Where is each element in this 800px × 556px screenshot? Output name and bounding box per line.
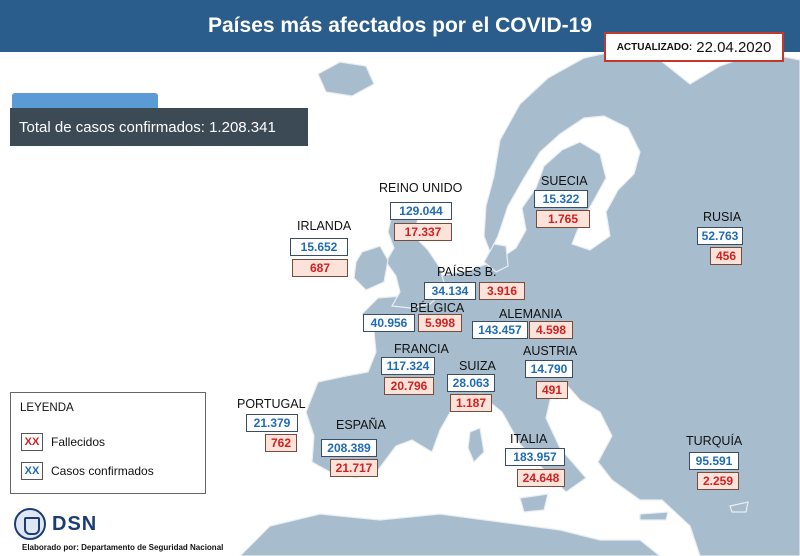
deaths-paises-b: 3.916 bbox=[479, 282, 525, 300]
legend-title: LEYENDA bbox=[20, 402, 74, 414]
page-title: Países más afectados por el COVID-19 bbox=[0, 0, 800, 52]
country-name-belgica: BÉLGICA bbox=[410, 301, 465, 315]
country-name-francia: FRANCIA bbox=[394, 342, 449, 356]
country-name-suiza: SUIZA bbox=[459, 359, 496, 373]
confirmed-belgica: 40.956 bbox=[363, 314, 415, 332]
deaths-espana: 21.717 bbox=[330, 459, 378, 477]
deaths-austria: 491 bbox=[536, 381, 568, 399]
deaths-suecia: 1.765 bbox=[536, 210, 590, 228]
confirmed-austria: 14.790 bbox=[525, 360, 573, 378]
deaths-italia: 24.648 bbox=[517, 469, 565, 487]
land-north-africa bbox=[239, 513, 661, 556]
deaths-suiza: 1.187 bbox=[450, 394, 492, 412]
legend: LEYENDA XX Fallecidos XX Casos confirmad… bbox=[10, 392, 206, 494]
country-name-portugal: PORTUGAL bbox=[237, 397, 306, 411]
deaths-irlanda: 687 bbox=[292, 259, 348, 277]
country-name-suecia: SUECIA bbox=[541, 174, 588, 188]
confirmed-paises-b: 34.134 bbox=[424, 282, 476, 300]
land-mainland bbox=[305, 49, 800, 556]
land-iceland bbox=[317, 61, 375, 97]
updated-label: ACTUALIZADO: bbox=[616, 41, 693, 53]
total-confirmed-box: Total de casos confirmados: 1.208.341 bbox=[10, 108, 308, 146]
country-name-reino-unido: REINO UNIDO bbox=[379, 181, 463, 195]
confirmed-alemania: 143.457 bbox=[472, 321, 528, 339]
deaths-belgica: 5.998 bbox=[418, 314, 462, 332]
country-name-rusia: RUSIA bbox=[703, 210, 742, 224]
total-tab-decoration bbox=[12, 93, 158, 109]
land-cyprus bbox=[729, 501, 749, 513]
dsn-logo: DSN bbox=[14, 508, 97, 540]
legend-confirmed-label: Casos confirmados bbox=[51, 464, 154, 478]
land-denmark bbox=[483, 243, 509, 273]
country-name-irlanda: IRLANDA bbox=[297, 219, 352, 233]
deaths-reino-unido: 17.337 bbox=[394, 223, 452, 241]
country-name-turquia: TURQUÍA bbox=[686, 434, 743, 448]
confirmed-irlanda: 15.652 bbox=[290, 238, 348, 256]
confirmed-italia: 183.957 bbox=[505, 448, 565, 466]
logo-text: DSN bbox=[52, 512, 98, 535]
deaths-alemania: 4.598 bbox=[529, 321, 573, 339]
legend-confirmed-swatch: XX bbox=[21, 462, 43, 480]
country-name-espana: ESPAÑA bbox=[336, 418, 386, 432]
deaths-portugal: 762 bbox=[265, 434, 297, 452]
land-sicily bbox=[519, 493, 549, 513]
deaths-rusia: 456 bbox=[710, 247, 742, 265]
updated-badge: ACTUALIZADO: 22.04.2020 bbox=[604, 32, 784, 62]
confirmed-francia: 117.324 bbox=[381, 357, 435, 375]
updated-date: 22.04.2020 bbox=[696, 38, 772, 56]
land-sardinia bbox=[467, 427, 485, 464]
coat-of-arms-icon bbox=[14, 508, 46, 540]
legend-deaths-swatch: XX bbox=[21, 433, 43, 451]
country-name-austria: AUSTRIA bbox=[523, 344, 578, 358]
deaths-turquia: 2.259 bbox=[697, 472, 739, 490]
confirmed-turquia: 95.591 bbox=[689, 452, 739, 470]
land-crete bbox=[639, 511, 669, 521]
confirmed-reino-unido: 129.044 bbox=[390, 202, 452, 220]
legend-deaths-label: Fallecidos bbox=[51, 435, 106, 449]
deaths-francia: 20.796 bbox=[384, 377, 434, 395]
country-name-alemania: ALEMANIA bbox=[499, 307, 563, 321]
legend-row-deaths: XX Fallecidos bbox=[21, 433, 105, 451]
land-ireland bbox=[353, 245, 389, 291]
confirmed-portugal: 21.379 bbox=[246, 414, 298, 432]
credit-text: Elaborado por: Departamento de Seguridad… bbox=[22, 543, 224, 552]
confirmed-rusia: 52.763 bbox=[697, 227, 743, 245]
country-name-paises-b: PAÍSES B. bbox=[437, 265, 497, 279]
country-name-italia: ITALIA bbox=[510, 432, 548, 446]
confirmed-espana: 208.389 bbox=[321, 439, 377, 457]
legend-row-confirmed: XX Casos confirmados bbox=[21, 462, 154, 480]
confirmed-suiza: 28.063 bbox=[447, 374, 495, 392]
confirmed-suecia: 15.322 bbox=[534, 190, 588, 208]
